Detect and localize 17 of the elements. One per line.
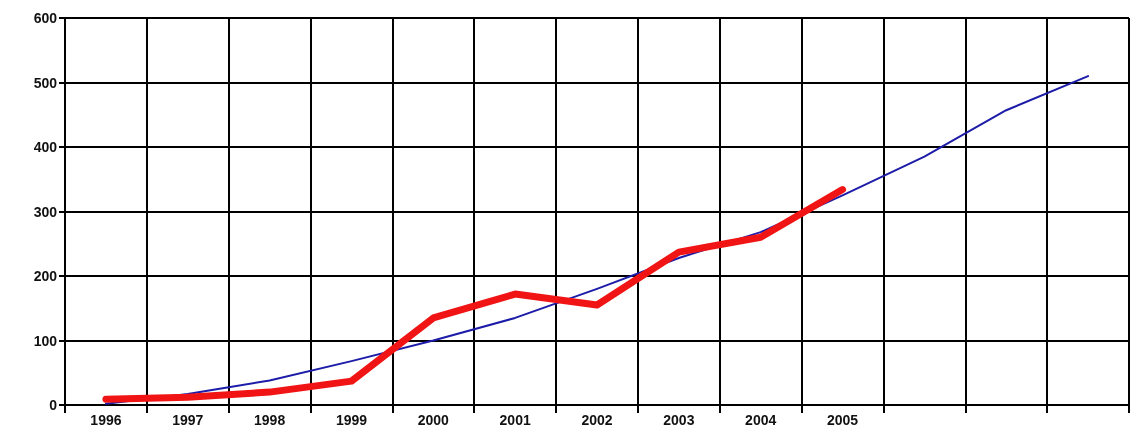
x-tick-label: 1998 [254,412,286,428]
x-tick-label: 2002 [581,412,613,428]
x-tick-label: 2004 [745,412,777,428]
y-tick-label: 200 [33,268,58,284]
x-tick-label: 1996 [90,412,122,428]
x-tick-label: 2003 [663,412,695,428]
x-tick-label: 2005 [826,412,859,428]
x-tick-label: 2000 [417,412,450,428]
x-tick-label: 1999 [335,412,368,428]
y-tick-label: 600 [33,10,58,26]
y-tick-label: 0 [49,397,58,413]
y-tick-label: 300 [33,203,58,220]
y-tick-label: 100 [33,332,58,349]
y-tick-label: 400 [33,139,58,155]
x-tick-label: 2001 [499,412,531,428]
x-tick-label: 1997 [172,412,204,428]
y-tick-label: 500 [33,74,58,91]
